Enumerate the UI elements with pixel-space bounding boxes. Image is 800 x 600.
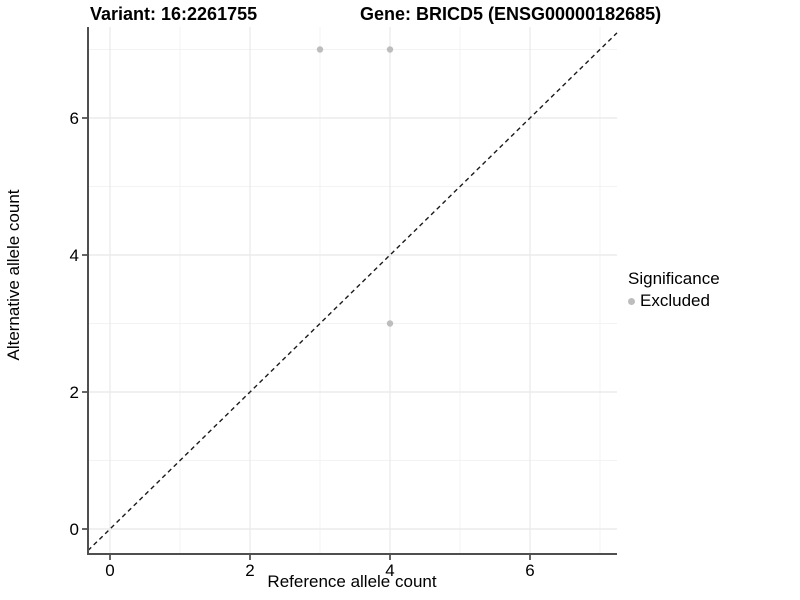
legend-item-label: Excluded <box>640 291 710 310</box>
data-point <box>386 46 394 53</box>
y-tick-label: 0 <box>70 520 79 539</box>
legend-item-excluded: Excluded <box>628 291 720 311</box>
x-tick-label: 2 <box>245 561 254 580</box>
x-tick-label: 6 <box>525 561 534 580</box>
y-tick-label: 4 <box>70 246 79 265</box>
legend-point-icon <box>628 297 635 305</box>
data-point <box>386 320 394 327</box>
legend-title: Significance <box>628 269 720 288</box>
identity-dashed-line <box>87 32 618 552</box>
plot-title-gene: Gene: BRICD5 (ENSG00000182685) <box>360 4 662 24</box>
data-point <box>316 46 324 53</box>
x-tick-label: 0 <box>105 561 114 580</box>
y-tick-label: 6 <box>70 109 79 128</box>
y-tick-label: 2 <box>70 383 79 402</box>
x-axis-label: Reference allele count <box>267 572 437 591</box>
legend: Significance Excluded <box>628 269 720 311</box>
x-tick-label: 4 <box>385 561 394 580</box>
y-axis-label: Alternative allele count <box>4 189 23 361</box>
plot-title-variant: Variant: 16:2261755 <box>90 4 258 24</box>
